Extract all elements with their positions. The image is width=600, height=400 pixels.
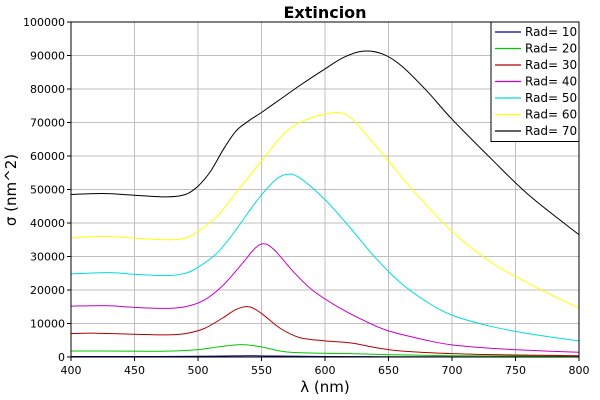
y-tick-label: 20000: [30, 284, 65, 297]
y-tick-label: 70000: [30, 117, 65, 130]
y-tick-label: 0: [58, 351, 65, 364]
x-tick-label: 400: [61, 364, 82, 377]
legend-entry: Rad= 30: [525, 58, 577, 72]
legend-entry: Rad= 70: [525, 124, 577, 138]
x-axis-title: λ (nm): [300, 378, 349, 396]
y-tick-label: 90000: [30, 50, 65, 63]
legend: Rad= 10 Rad= 20 Rad= 30 Rad= 40 Rad= 50 Rad= …: [490, 21, 580, 142]
y-axis-title: σ (nm^2): [2, 154, 20, 226]
y-tick-label: 30000: [30, 251, 65, 264]
y-tick-label: 40000: [30, 217, 65, 230]
x-tick-label: 800: [569, 364, 590, 377]
x-tick-label: 500: [188, 364, 209, 377]
chart-title: Extincion: [283, 3, 366, 22]
x-tick-label: 600: [315, 364, 336, 377]
y-tick-label: 80000: [30, 83, 65, 96]
x-tick-label: 700: [442, 364, 463, 377]
legend-entry: Rad= 40: [525, 75, 577, 89]
x-tick-label: 450: [124, 364, 145, 377]
legend-entry: Rad= 60: [525, 108, 577, 122]
y-tick-label: 50000: [30, 184, 65, 197]
y-tick-label: 100000: [23, 16, 65, 29]
series-line-rad-30: [70, 306, 580, 357]
series-line-rad-40: [70, 243, 580, 353]
y-tick-label: 10000: [30, 318, 65, 331]
x-tick-label: 650: [378, 364, 399, 377]
legend-entry: Rad= 20: [525, 42, 577, 56]
series-line-rad-60: [70, 111, 580, 309]
series-line-rad-20: [70, 344, 580, 357]
series-layer: [70, 50, 580, 358]
series-line-rad-50: [70, 173, 580, 342]
x-tick-label: 750: [505, 364, 526, 377]
series-line-rad-70: [70, 50, 580, 236]
axis-ticks: 400 450 500 550 600 650 700 750 800 0 10000 20000 30…: [23, 16, 590, 377]
x-tick-label: 550: [251, 364, 272, 377]
y-tick-label: 60000: [30, 150, 65, 163]
legend-entry: Rad= 50: [525, 91, 577, 105]
legend-entry: Rad= 10: [525, 25, 577, 39]
